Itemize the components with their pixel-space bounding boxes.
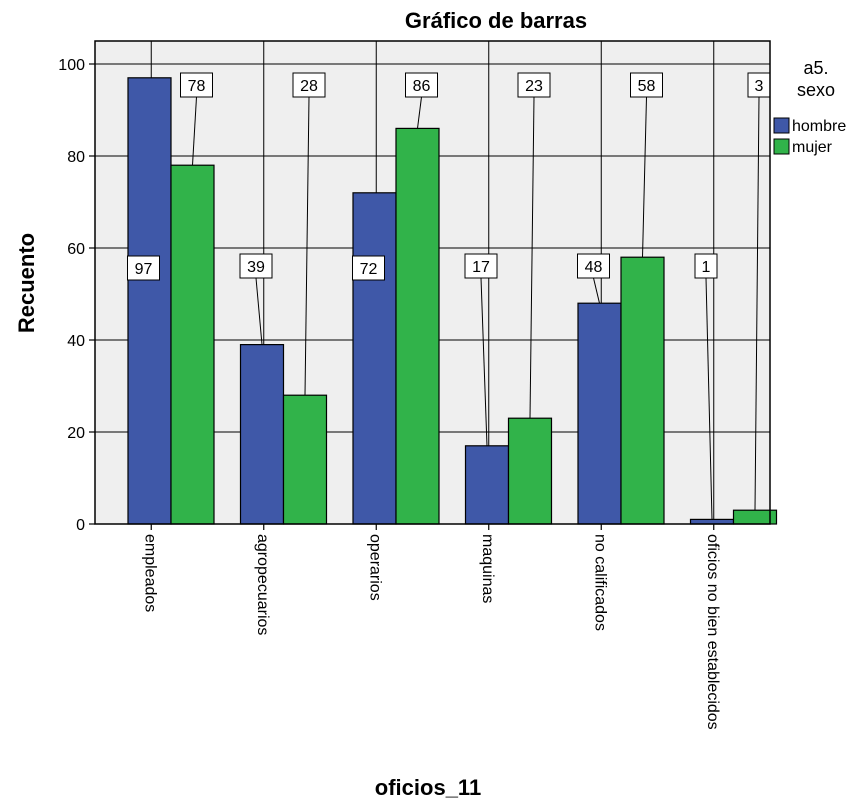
- x-tick-label-2: operarios: [366, 534, 383, 601]
- data-label-mujer-0: 78: [188, 78, 206, 95]
- data-label-box: [405, 72, 438, 98]
- data-label-hombre-1: 39: [247, 259, 265, 276]
- x-axis-title: oficios_11: [375, 775, 481, 800]
- y-axis-title: Recuento: [14, 233, 39, 333]
- leader-line: [255, 277, 263, 345]
- data-label-box: [464, 253, 498, 279]
- data-label-box: [352, 255, 385, 281]
- data-label-hombre-5: 1: [702, 259, 711, 276]
- x-tick-label-5: oficios no bien establecidos: [704, 534, 721, 730]
- leader-line: [754, 96, 760, 511]
- data-label-box: [517, 72, 551, 98]
- legend-label-hombre: hombre: [792, 118, 846, 135]
- bar-mujer-1: [282, 394, 328, 525]
- bar-hombre-0: [127, 77, 172, 525]
- leader-line: [529, 96, 535, 419]
- leader-line: [705, 277, 713, 520]
- data-label-hombre-2: 72: [360, 261, 378, 278]
- bar-hombre-4: [577, 302, 622, 525]
- y-tick-label: 0: [76, 517, 85, 534]
- y-axis: 0 20 40 60 80 100: [58, 57, 95, 534]
- leader-line: [304, 96, 310, 396]
- leader-line: [480, 277, 488, 446]
- bars: [127, 77, 778, 525]
- bar-hombre-2: [352, 192, 397, 525]
- x-tick-label-0: empleados: [141, 534, 158, 612]
- leader-line: [192, 96, 197, 166]
- legend-swatch-hombre: [773, 117, 790, 134]
- legend: a5.sexo hombre mujer: [773, 58, 846, 156]
- chart-title: Gráfico de barras: [405, 8, 587, 33]
- x-tick-label-4: no calificados: [591, 534, 608, 631]
- bar-mujer-4: [620, 256, 665, 525]
- y-tick-label: 100: [58, 57, 85, 74]
- data-label-box: [127, 255, 160, 281]
- bar-hombre-1: [239, 344, 285, 525]
- legend-title: sexo: [797, 80, 835, 100]
- leader-line: [593, 277, 600, 304]
- y-tick-label: 40: [67, 333, 85, 350]
- plot-frame: [94, 40, 771, 525]
- x-tick-label-1: agropecuarios: [254, 534, 271, 635]
- data-label-hombre-0: 97: [135, 261, 153, 278]
- data-label-box: [292, 72, 326, 98]
- data-label-mujer-1: 28: [300, 78, 318, 95]
- data-label-mujer-5: 3: [755, 78, 764, 95]
- data-label-box: [577, 253, 610, 279]
- bar-mujer-3: [507, 417, 553, 525]
- bar-hombre-3: [464, 445, 510, 525]
- data-labels: 97 39 72 17 48 1 78 28 86 23 58 3: [127, 72, 771, 520]
- data-label-hombre-4: 48: [585, 259, 603, 276]
- data-label-hombre-3: 17: [472, 259, 490, 276]
- y-tick-label: 80: [67, 149, 85, 166]
- data-label-mujer-2: 86: [413, 78, 431, 95]
- bar-mujer-2: [395, 127, 440, 525]
- legend-title: a5.: [803, 58, 828, 78]
- legend-label-mujer: mujer: [792, 139, 833, 156]
- x-axis: empleados agropecuarios operarios maquinas n…: [141, 524, 721, 730]
- data-label-box: [180, 72, 213, 98]
- bar-mujer-0: [170, 164, 215, 525]
- data-label-box: [630, 72, 663, 98]
- x-tick-label-3: maquinas: [479, 534, 496, 603]
- leader-line: [417, 96, 422, 129]
- y-tick-label: 60: [67, 241, 85, 258]
- legend-swatch-mujer: [773, 138, 790, 155]
- leader-line: [642, 96, 647, 258]
- data-label-box: [694, 253, 718, 279]
- data-label-mujer-3: 23: [525, 78, 543, 95]
- data-label-mujer-4: 58: [638, 78, 656, 95]
- y-tick-label: 20: [67, 425, 85, 442]
- data-label-box: [239, 253, 273, 279]
